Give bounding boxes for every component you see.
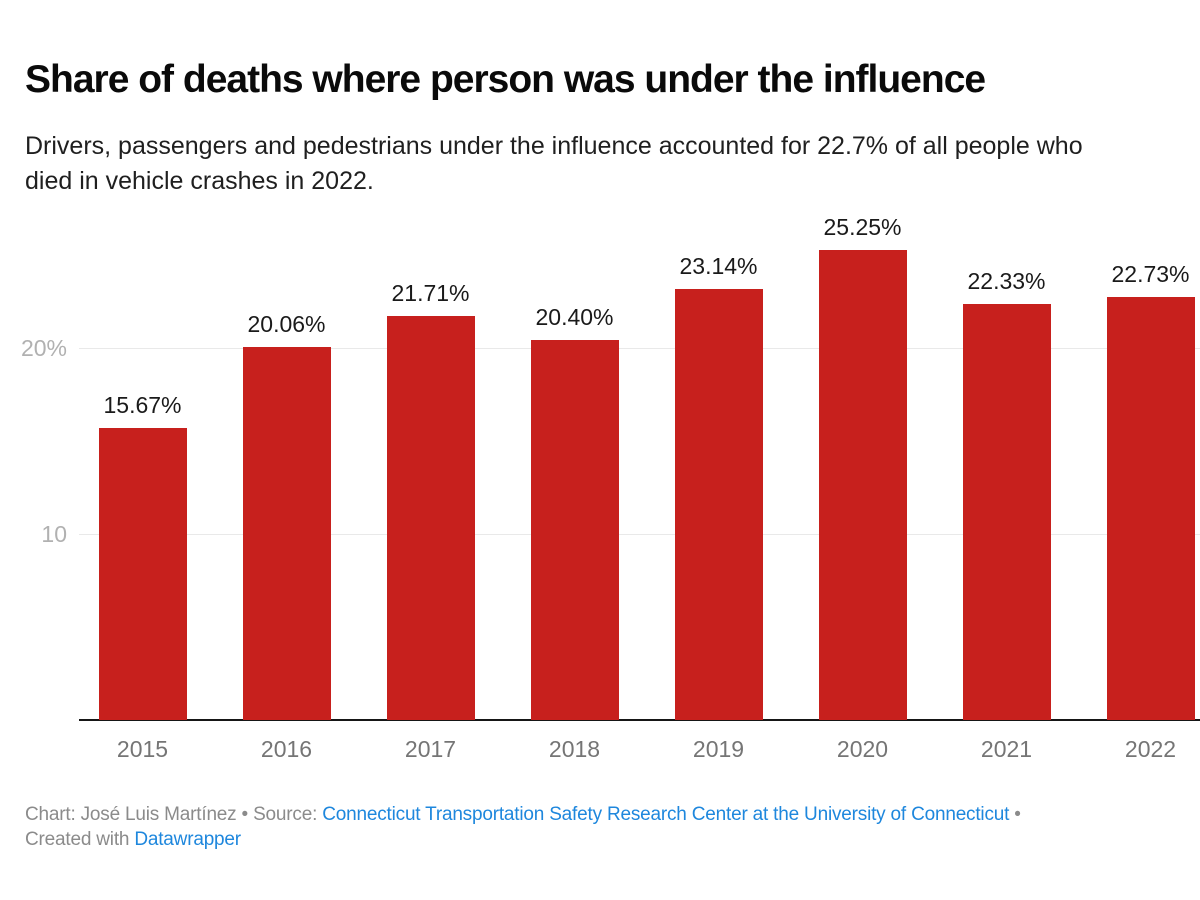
bar-2022 [1106, 297, 1195, 720]
x-tick-label-2022: 2022 [1124, 736, 1177, 762]
source-link[interactable]: Connecticut Transportation Safety Resear… [322, 804, 1010, 825]
value-label-2021: 22.33% [967, 268, 1046, 295]
bar-2020 [818, 250, 907, 720]
bar-2018 [530, 340, 619, 720]
x-tick-label-2019: 2019 [692, 736, 745, 762]
value-label-2018: 20.40% [535, 304, 614, 331]
y-tick-label-20: 20% [20, 334, 67, 361]
chart-subtitle-line-1: Drivers, passengers and pedestrians unde… [25, 132, 1083, 160]
value-label-2016: 20.06% [247, 310, 326, 337]
bar-2015 [98, 428, 187, 720]
x-tick-label-2017: 2017 [404, 736, 457, 762]
gridline-10 [79, 533, 1200, 535]
x-tick-label-2020: 2020 [836, 736, 889, 762]
attribution-footer: Chart: José Luis Martínez • Source: Conn… [25, 802, 1197, 852]
value-label-2015: 15.67% [103, 392, 182, 419]
gridline-20 [79, 347, 1200, 349]
chart-subtitle: Drivers, passengers and pedestrians unde… [25, 129, 1083, 199]
chart-credit-text: Chart: José Luis Martínez • Source: [25, 804, 323, 825]
chart-subtitle-line-2: died in vehicle crashes in 2022. [25, 167, 374, 195]
x-axis-line [79, 719, 1200, 721]
x-tick-label-2021: 2021 [980, 736, 1033, 762]
source-suffix-bullet: • [1009, 804, 1021, 825]
y-tick-label-10: 10 [41, 520, 67, 547]
x-tick-label-2016: 2016 [260, 736, 313, 762]
bar-2019 [674, 289, 763, 720]
value-label-2017: 21.71% [391, 280, 470, 306]
bar-2021 [962, 304, 1051, 720]
created-with-text: Created with [25, 829, 135, 850]
chart-title: Share of deaths where person was under t… [25, 58, 986, 101]
value-label-2022: 22.73% [1111, 261, 1190, 287]
value-label-2019: 23.14% [679, 253, 758, 280]
datawrapper-link[interactable]: Datawrapper [134, 829, 241, 850]
x-tick-label-2018: 2018 [548, 736, 601, 762]
bar-2017 [386, 316, 475, 720]
bar-2016 [242, 346, 331, 720]
value-label-2020: 25.25% [823, 214, 902, 241]
x-tick-label-2015: 2015 [116, 736, 169, 762]
